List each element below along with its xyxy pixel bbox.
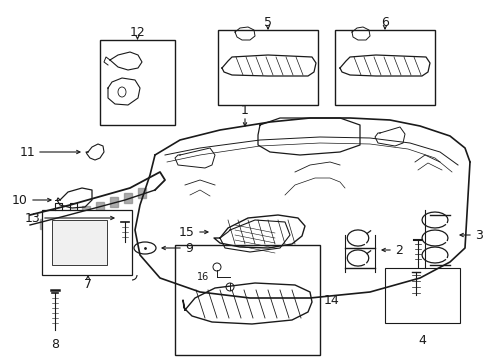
Bar (175, 245, 319, 355)
Text: 14: 14 (324, 293, 339, 306)
Polygon shape (40, 219, 48, 229)
Text: 13: 13 (24, 212, 40, 225)
Text: 10: 10 (12, 194, 28, 207)
Text: 8: 8 (51, 338, 59, 351)
Text: 2: 2 (394, 243, 402, 257)
Bar (42, 210, 132, 275)
Polygon shape (124, 193, 132, 203)
Text: 15: 15 (179, 225, 195, 239)
Text: 16: 16 (197, 272, 209, 282)
Polygon shape (96, 202, 104, 212)
Bar (218, 30, 317, 105)
Text: 7: 7 (84, 279, 92, 292)
Polygon shape (54, 215, 62, 225)
Bar (384, 268, 459, 323)
Polygon shape (82, 206, 90, 216)
Text: 6: 6 (380, 15, 388, 28)
Text: 1: 1 (241, 104, 248, 117)
Polygon shape (138, 188, 146, 198)
Bar (100, 40, 175, 125)
Text: 5: 5 (264, 15, 271, 28)
Text: 12: 12 (129, 26, 145, 39)
Text: 4: 4 (417, 333, 425, 346)
Polygon shape (110, 197, 118, 207)
Text: 9: 9 (184, 242, 192, 255)
Text: 3: 3 (474, 229, 482, 242)
Text: 11: 11 (19, 145, 35, 158)
Bar (334, 30, 434, 105)
Polygon shape (68, 210, 76, 220)
Bar (52, 220, 107, 265)
